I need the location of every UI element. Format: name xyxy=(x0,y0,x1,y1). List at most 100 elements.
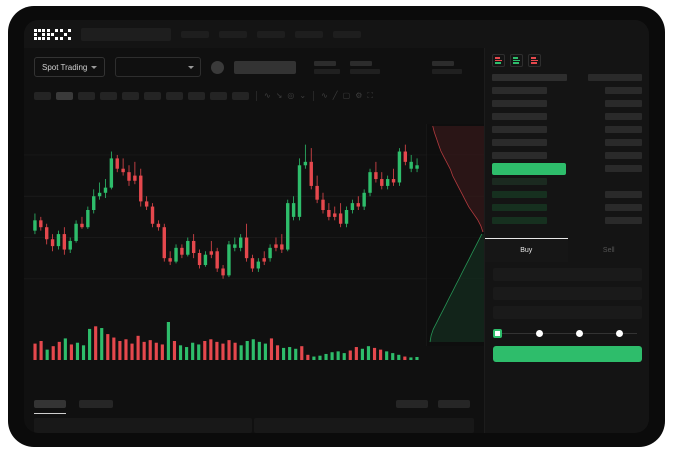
bid-price xyxy=(605,178,642,185)
indicator-icon[interactable]: ∿ xyxy=(264,91,271,100)
top-navigation-bar xyxy=(24,20,649,48)
nav-item-trade[interactable] xyxy=(219,30,247,38)
okx-logo[interactable] xyxy=(34,28,71,40)
orderbook-mode-asks[interactable] xyxy=(528,54,541,67)
ask-price xyxy=(605,113,642,120)
timeframe-more[interactable] xyxy=(232,92,249,100)
toolbar-divider xyxy=(313,91,315,101)
timeframe-1m[interactable] xyxy=(34,92,51,100)
orderbook-ask-row[interactable] xyxy=(492,138,642,147)
toolbar-divider xyxy=(256,91,257,101)
last-price-value xyxy=(234,60,297,74)
volume-histogram xyxy=(33,322,419,360)
orderbook-ask-row[interactable] xyxy=(492,86,642,95)
nav-item-more[interactable] xyxy=(333,30,361,38)
logo-o-glyph xyxy=(34,28,45,40)
candlestick-chart[interactable] xyxy=(24,106,484,306)
slider-handle[interactable] xyxy=(493,329,502,338)
alert-icon[interactable]: ◎ xyxy=(287,91,295,100)
timeframe-1h[interactable] xyxy=(122,92,139,100)
orders-panels xyxy=(24,418,484,433)
orderbook-mode-both[interactable] xyxy=(492,54,505,67)
chevron-down-icon xyxy=(91,65,98,69)
active-tab-underline xyxy=(34,413,66,414)
bid-price xyxy=(605,204,642,211)
tab-open-orders[interactable] xyxy=(34,400,66,408)
logo-x-glyph xyxy=(60,28,71,40)
timeframe-5m[interactable] xyxy=(56,92,73,100)
bid-size-bar xyxy=(492,204,547,211)
nav-item-earn[interactable] xyxy=(295,30,323,38)
orderbook-view-modes xyxy=(485,48,649,73)
app-screen: Spot Trading xyxy=(24,20,649,433)
orderbook-header-label xyxy=(492,74,567,81)
orders-panel-right[interactable] xyxy=(254,418,474,433)
search-input[interactable] xyxy=(81,27,171,41)
slider-stop-50[interactable] xyxy=(576,330,583,337)
orderbook-rows xyxy=(485,73,649,225)
action-cancel-all[interactable] xyxy=(438,400,470,408)
line-chart-icon[interactable]: ∿ xyxy=(321,91,328,100)
ask-size-bar xyxy=(492,139,547,146)
tab-order-history[interactable] xyxy=(79,400,113,408)
timeframe-1mo[interactable] xyxy=(210,92,227,100)
orderbook-bid-row[interactable] xyxy=(492,190,642,199)
ask-size-bar xyxy=(492,100,547,107)
slider-track xyxy=(497,333,637,334)
ask-price xyxy=(605,152,642,159)
orderbook-bid-row[interactable] xyxy=(492,203,642,212)
orderbook-bid-row[interactable] xyxy=(492,216,642,225)
timeframe-15m[interactable] xyxy=(78,92,95,100)
nav-item-derivatives[interactable] xyxy=(257,30,285,38)
trading-pair-select[interactable] xyxy=(115,57,202,77)
bid-size-bar xyxy=(492,178,547,185)
orderbook-ask-row[interactable] xyxy=(492,99,642,108)
logo-k-glyph xyxy=(47,28,58,40)
orderbook-ask-row[interactable] xyxy=(492,125,642,134)
last-price-highlight xyxy=(492,162,566,175)
timeframe-4h[interactable] xyxy=(144,92,161,100)
tab-buy[interactable]: Buy xyxy=(485,238,568,262)
bid-size-bar xyxy=(492,191,547,198)
orderbook-mode-bids[interactable] xyxy=(510,54,523,67)
orderbook-bid-row[interactable] xyxy=(492,177,642,186)
market-depth-overlay xyxy=(426,124,484,346)
trading-mode-dropdown[interactable]: Spot Trading xyxy=(34,57,106,77)
stat-24h-high xyxy=(350,60,381,74)
order-entry-form xyxy=(485,262,649,325)
orders-panel-left[interactable] xyxy=(34,418,252,433)
ask-price xyxy=(605,100,642,107)
chevron-down-icon[interactable]: ⌄ xyxy=(299,91,307,100)
stat-24h-change xyxy=(314,60,341,74)
bid-price xyxy=(605,191,642,198)
fullscreen-icon[interactable]: ⛶ xyxy=(367,91,373,100)
orderbook-ask-row[interactable] xyxy=(492,112,642,121)
pair-coin-avatar xyxy=(211,60,225,74)
settings-icon[interactable]: ⚙ xyxy=(355,91,363,100)
orderbook-panel: Buy Sell xyxy=(484,48,649,433)
timeframe-1d[interactable] xyxy=(166,92,183,100)
compare-icon[interactable]: ↘ xyxy=(275,91,283,100)
tab-sell[interactable]: Sell xyxy=(602,246,615,254)
nav-item-markets[interactable] xyxy=(181,30,209,38)
order-total-field[interactable] xyxy=(493,306,642,319)
ask-size-bar xyxy=(492,126,547,133)
ruler-icon[interactable]: ╱ xyxy=(332,91,338,100)
action-hide-other-pairs[interactable] xyxy=(396,400,428,408)
timeframe-1w[interactable] xyxy=(188,92,205,100)
ask-size-bar xyxy=(492,87,547,94)
orderbook-ask-row[interactable] xyxy=(492,151,642,160)
order-price-field[interactable] xyxy=(493,268,642,281)
order-amount-slider[interactable] xyxy=(493,329,642,339)
order-side-tabs: Buy Sell xyxy=(485,238,649,262)
bid-size-bar xyxy=(492,217,547,224)
order-amount-field[interactable] xyxy=(493,287,642,300)
slider-stop-25[interactable] xyxy=(536,330,543,337)
slider-stop-75[interactable] xyxy=(616,330,623,337)
submit-buy-button[interactable] xyxy=(493,346,642,362)
stat-24h-low xyxy=(432,60,463,74)
camera-icon[interactable]: ▢ xyxy=(342,91,351,100)
price-chart-panel[interactable] xyxy=(24,106,484,396)
timeframe-30m[interactable] xyxy=(100,92,117,100)
bid-price xyxy=(605,217,642,224)
